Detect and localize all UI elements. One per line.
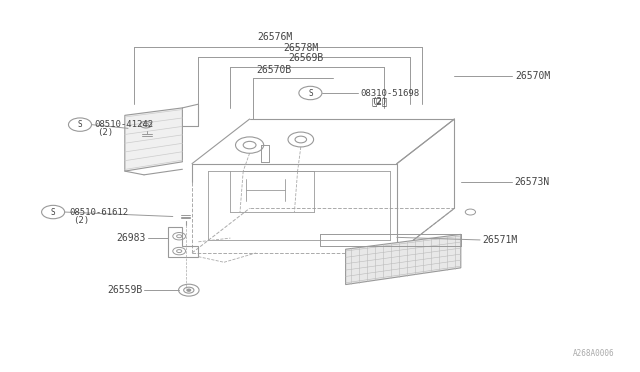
Text: 26578M: 26578M	[283, 43, 319, 53]
Text: 26569B: 26569B	[288, 53, 324, 63]
Text: 26983: 26983	[116, 233, 146, 243]
Text: 26570M: 26570M	[515, 71, 550, 81]
Text: 08510-61612: 08510-61612	[69, 208, 128, 217]
Text: 26570B: 26570B	[256, 65, 291, 75]
Polygon shape	[346, 234, 461, 285]
Text: S: S	[308, 89, 313, 97]
Text: (2): (2)	[97, 128, 113, 137]
Text: 08310-51698: 08310-51698	[360, 89, 419, 97]
Text: 26571M: 26571M	[482, 235, 517, 245]
Text: (2): (2)	[371, 97, 387, 106]
Circle shape	[187, 289, 191, 291]
Text: A268A0006: A268A0006	[573, 349, 614, 358]
Text: S: S	[51, 208, 56, 217]
Text: 26559B: 26559B	[107, 285, 142, 295]
Text: 26576M: 26576M	[257, 32, 293, 42]
Text: S: S	[77, 120, 83, 129]
Polygon shape	[125, 108, 182, 171]
Text: (2): (2)	[74, 216, 90, 225]
Text: 08510-41242: 08510-41242	[95, 120, 154, 129]
Text: 26573N: 26573N	[514, 177, 549, 187]
Text: 。2）: 。2）	[371, 97, 387, 106]
